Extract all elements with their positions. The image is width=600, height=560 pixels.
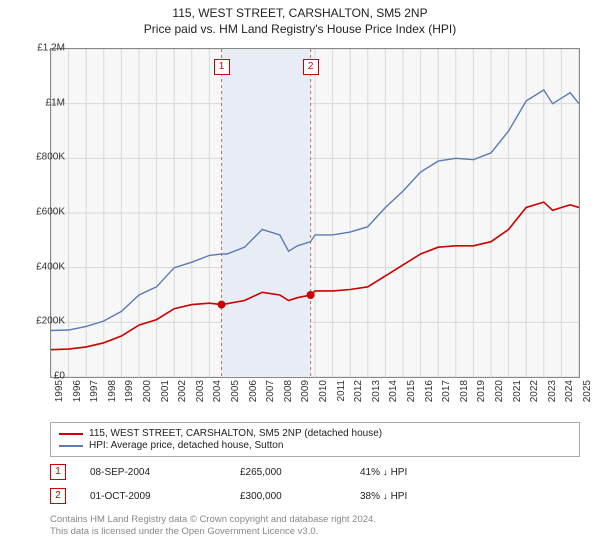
marker-pct: 41% ↓ HPI: [360, 467, 480, 478]
x-axis-label: 2006: [248, 380, 259, 410]
x-axis-label: 1995: [54, 380, 65, 410]
marker-price: £300,000: [240, 491, 360, 502]
chart-area: 12: [50, 48, 580, 378]
x-axis-label: 2001: [160, 380, 171, 410]
footer: Contains HM Land Registry data © Crown c…: [50, 514, 580, 539]
legend-label: 115, WEST STREET, CARSHALTON, SM5 2NP (d…: [89, 428, 382, 439]
marker-date: 01-OCT-2009: [90, 491, 240, 502]
marker-date: 08-SEP-2004: [90, 467, 240, 478]
legend-item-property: 115, WEST STREET, CARSHALTON, SM5 2NP (d…: [59, 428, 571, 439]
x-axis-label: 2024: [564, 380, 575, 410]
marker-row-1: 1 08-SEP-2004 £265,000 41% ↓ HPI: [50, 464, 580, 480]
chart-marker-badge: 2: [303, 59, 319, 75]
x-axis-label: 2011: [336, 380, 347, 410]
x-axis-label: 2014: [388, 380, 399, 410]
marker-pct: 38% ↓ HPI: [360, 491, 480, 502]
x-axis-label: 2020: [494, 380, 505, 410]
title-block: 115, WEST STREET, CARSHALTON, SM5 2NP Pr…: [0, 0, 600, 36]
legend-swatch: [59, 445, 83, 447]
y-axis-label: £200K: [25, 316, 65, 327]
x-axis-label: 2007: [265, 380, 276, 410]
x-axis-label: 1999: [124, 380, 135, 410]
x-axis-label: 2023: [547, 380, 558, 410]
chart-svg: [51, 49, 579, 377]
x-axis-label: 2000: [142, 380, 153, 410]
chart-marker-badge: 1: [214, 59, 230, 75]
footer-line-2: This data is licensed under the Open Gov…: [50, 526, 580, 538]
y-axis-label: £600K: [25, 207, 65, 218]
x-axis-label: 2022: [529, 380, 540, 410]
marker-row-2: 2 01-OCT-2009 £300,000 38% ↓ HPI: [50, 488, 580, 504]
legend-label: HPI: Average price, detached house, Sutt…: [89, 440, 283, 451]
x-axis-label: 2003: [195, 380, 206, 410]
legend-item-hpi: HPI: Average price, detached house, Sutt…: [59, 440, 571, 451]
x-axis-label: 2005: [230, 380, 241, 410]
x-axis-label: 2025: [582, 380, 593, 410]
legend-swatch: [59, 433, 83, 435]
x-axis-label: 2012: [353, 380, 364, 410]
x-axis-label: 2013: [371, 380, 382, 410]
x-axis-label: 1997: [89, 380, 100, 410]
x-axis-label: 2008: [283, 380, 294, 410]
x-axis-label: 2018: [459, 380, 470, 410]
x-axis-label: 2015: [406, 380, 417, 410]
marker-badge: 1: [50, 464, 66, 480]
y-axis-label: £1M: [25, 97, 65, 108]
x-axis-label: 2021: [512, 380, 523, 410]
y-axis-label: £1.2M: [25, 43, 65, 54]
legend: 115, WEST STREET, CARSHALTON, SM5 2NP (d…: [50, 422, 580, 457]
marker-badge: 2: [50, 488, 66, 504]
y-axis-label: £800K: [25, 152, 65, 163]
y-axis-label: £400K: [25, 261, 65, 272]
x-axis-label: 2017: [441, 380, 452, 410]
x-axis-label: 2009: [300, 380, 311, 410]
x-axis-label: 2016: [424, 380, 435, 410]
title-line-2: Price paid vs. HM Land Registry's House …: [0, 22, 600, 36]
x-axis-label: 2002: [177, 380, 188, 410]
marker-price: £265,000: [240, 467, 360, 478]
x-axis-label: 2019: [476, 380, 487, 410]
x-axis-label: 2010: [318, 380, 329, 410]
x-axis-label: 2004: [212, 380, 223, 410]
footer-line-1: Contains HM Land Registry data © Crown c…: [50, 514, 580, 526]
title-line-1: 115, WEST STREET, CARSHALTON, SM5 2NP: [0, 6, 600, 20]
x-axis-label: 1998: [107, 380, 118, 410]
x-axis-label: 1996: [72, 380, 83, 410]
